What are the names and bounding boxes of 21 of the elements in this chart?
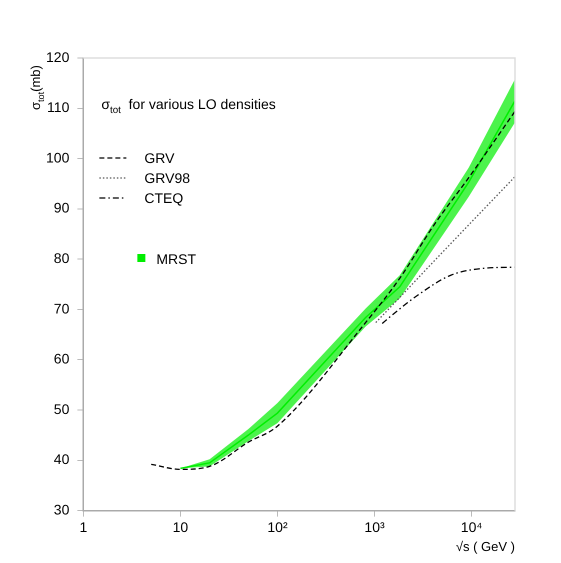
x-axis-title: √s ( GeV )	[456, 538, 515, 554]
x-tick-label: 10²	[267, 518, 288, 535]
legend-label: GRV	[144, 150, 176, 166]
y-tick-label: 80	[54, 250, 70, 266]
y-tick-label: 100	[46, 149, 70, 166]
legend-label: MRST	[156, 251, 196, 267]
y-tick-label: 40	[54, 451, 70, 468]
x-tick-label: 10	[172, 518, 188, 535]
legend-label: CTEQ	[144, 190, 184, 206]
y-tick-label: 120	[46, 48, 70, 65]
y-tick-label: 90	[54, 200, 70, 216]
y-tick-label: 50	[54, 400, 70, 417]
y-tick-label: 110	[47, 99, 70, 116]
x-tick-label: 1	[79, 518, 88, 535]
y-axis-title: σtot(mb)	[28, 65, 46, 110]
y-tick-label: 60	[54, 350, 70, 367]
x-tick-label: 10³	[364, 518, 385, 535]
x-tick-label: 10⁴	[460, 518, 482, 535]
y-tick-label: 70	[54, 300, 70, 316]
legend-label: GRV98	[144, 170, 190, 186]
y-tick-label: 30	[54, 501, 70, 518]
